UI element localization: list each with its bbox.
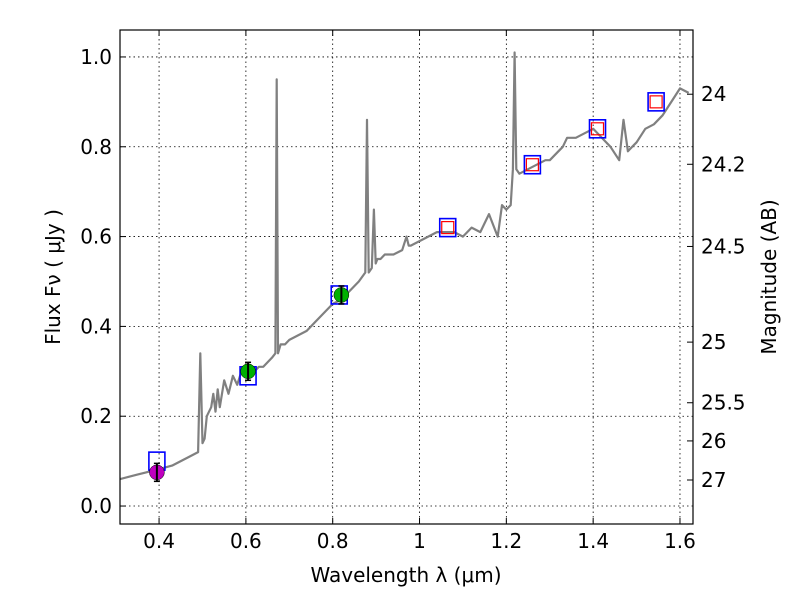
- y2-tick-label: 25.5: [701, 391, 746, 415]
- x-tick-label: 1.2: [490, 529, 522, 553]
- x-tick-label: 1.6: [664, 529, 696, 553]
- model-flux-square: [647, 92, 665, 112]
- y-tick-label: 0.8: [80, 135, 112, 159]
- axes-frame: [119, 29, 694, 525]
- grid: [120, 30, 693, 524]
- x-tick-label: 1: [413, 529, 426, 553]
- x-tick-label: 0.6: [230, 529, 262, 553]
- ticks: 0.4 0.6 0.8 1 1.2 1.4 1.6 0.0 0.2 0.4 0.6 0.8 1.0 24 2…: [80, 30, 746, 553]
- upper-limit-square: [525, 158, 539, 172]
- y-tick-label: 1.0: [80, 45, 112, 69]
- x-tick-label: 0.8: [317, 529, 349, 553]
- upper-limit-square: [649, 95, 663, 109]
- y2-tick-label: 24.5: [701, 234, 746, 258]
- x-tick-label: 0.4: [143, 529, 175, 553]
- y-tick-label: 0.2: [80, 404, 112, 428]
- y-tick-label: 0.0: [80, 494, 112, 518]
- model-flux-square: [523, 154, 542, 175]
- y2-tick-label: 25: [701, 330, 726, 354]
- y-tick-label: 0.4: [80, 314, 112, 338]
- y2-tick-label: 26: [701, 429, 726, 453]
- model-flux-square: [438, 217, 457, 238]
- y-tick-label: 0.6: [80, 225, 112, 249]
- y2-tick-label: 24.2: [701, 152, 746, 176]
- upper-limit-square: [441, 221, 455, 235]
- y2-tick-label: 27: [701, 468, 726, 492]
- model-flux-square: [588, 119, 607, 139]
- y2-tick-label: 24: [701, 82, 726, 106]
- x-axis-label: Wavelength λ (μm): [310, 563, 501, 587]
- upper-limit-square: [590, 122, 605, 136]
- spectrum-line: [120, 51, 690, 481]
- x-tick-label: 1.4: [577, 529, 609, 553]
- y2-axis-label: Magnitude (AB): [757, 199, 781, 354]
- plot-area: [120, 51, 690, 483]
- y-axis-label: Flux Fν ( μJy ): [41, 209, 65, 345]
